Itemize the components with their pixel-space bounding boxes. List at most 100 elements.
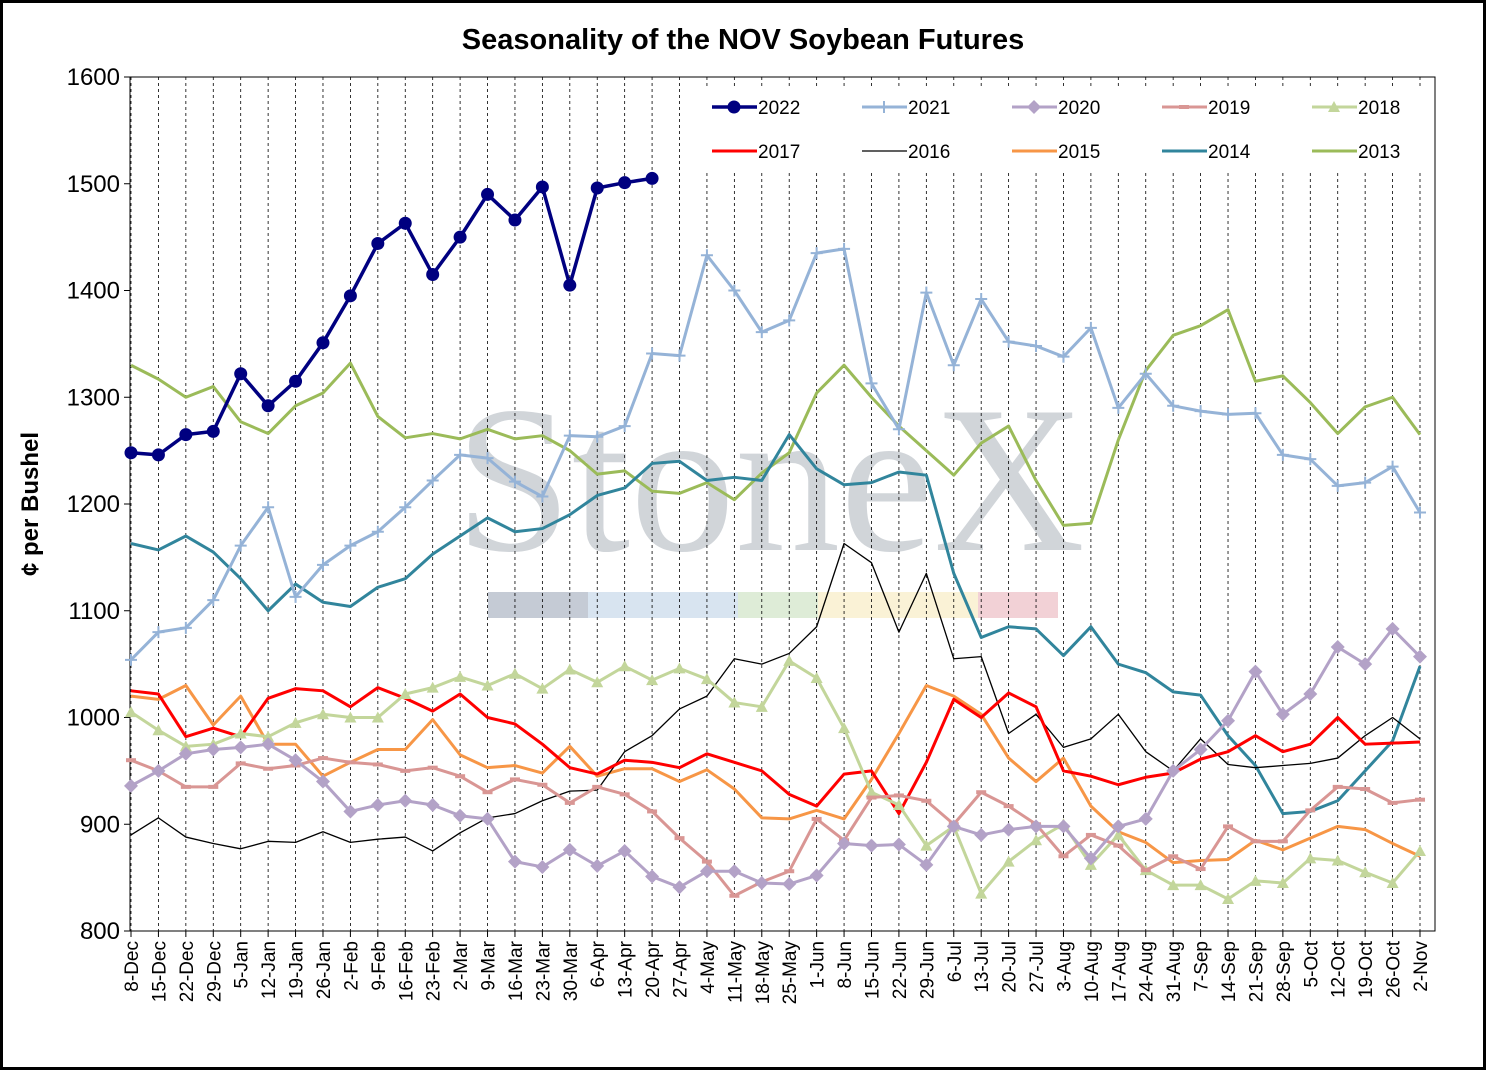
series-line-2022 (130, 176, 653, 457)
legend-label: 2013 (1358, 142, 1400, 163)
data-point (1112, 828, 1125, 840)
data-point (1029, 819, 1044, 834)
data-point (700, 249, 713, 262)
x-tick-label: 22-Jun (890, 941, 911, 999)
data-point (454, 448, 467, 461)
data-point (1359, 866, 1372, 878)
legend-label: 2016 (908, 142, 950, 163)
data-point (315, 774, 330, 789)
legend-item-2019: 2019 (1162, 98, 1250, 119)
data-point (1331, 854, 1344, 866)
data-point (1193, 742, 1208, 757)
x-tick-label: 16-Feb (396, 941, 417, 1001)
data-point (809, 868, 824, 883)
x-tick-label: 6-Jul (945, 941, 966, 982)
y-tick-label: 1100 (68, 598, 120, 625)
x-tick-label: 29-Jun (917, 941, 938, 999)
y-tick-label: 1200 (67, 491, 120, 518)
legend-label: 2014 (1208, 142, 1251, 163)
data-point (178, 746, 193, 761)
data-point (536, 490, 549, 503)
data-point (947, 359, 960, 372)
chart-title: Seasonality of the NOV Soybean Futures (462, 24, 1024, 56)
series-line-2020 (130, 627, 1422, 889)
data-point (673, 662, 686, 674)
data-point (1304, 453, 1317, 466)
data-point (481, 679, 494, 691)
data-point (1248, 664, 1263, 679)
x-tick-label: 25-May (780, 941, 801, 1005)
data-point (1385, 621, 1400, 636)
data-point (838, 242, 851, 255)
data-point (206, 742, 221, 757)
data-point (1194, 879, 1207, 891)
legend-item-2016: 2016 (862, 142, 950, 163)
y-tick-label: 1500 (67, 171, 120, 198)
x-tick-label: 20-Apr (643, 940, 664, 998)
data-point (1249, 874, 1262, 886)
x-tick-label: 26-Jan (314, 941, 335, 999)
data-point (125, 653, 137, 666)
data-point (892, 799, 905, 811)
y-tick-label: 1300 (67, 384, 120, 411)
data-point (891, 837, 906, 852)
data-point (453, 808, 468, 823)
data-point (1139, 367, 1152, 380)
data-point (1414, 844, 1426, 856)
data-point (125, 706, 137, 718)
watermark-logo-text: StoneX (455, 364, 1085, 596)
data-point (1030, 340, 1043, 353)
data-point (591, 430, 604, 443)
x-tick-label: 13-Jul (972, 941, 993, 993)
data-point (783, 654, 796, 666)
data-point (344, 711, 357, 723)
data-point (1027, 100, 1041, 114)
data-point (1222, 892, 1235, 904)
x-tick-label: 17-Aug (1109, 941, 1130, 1002)
x-tick-label: 2-Feb (341, 941, 362, 991)
legend-label: 2020 (1058, 98, 1100, 119)
data-point (728, 696, 741, 708)
data-point (782, 877, 797, 892)
legend-item-2015: 2015 (1012, 142, 1100, 163)
data-point (152, 724, 165, 736)
data-point (124, 446, 138, 460)
data-point (206, 424, 220, 438)
legend-item-2022: 2022 (712, 98, 800, 119)
series-2017 (130, 686, 1421, 816)
data-point (563, 278, 577, 292)
data-point (1330, 640, 1345, 655)
data-point (481, 452, 494, 465)
x-tick-label: 8-Dec (122, 941, 143, 992)
x-tick-label: 23-Feb (424, 941, 445, 1001)
data-point (727, 100, 741, 114)
x-tick-label: 23-Mar (533, 940, 554, 1001)
data-point (1002, 335, 1015, 348)
x-tick-label: 8-Jun (835, 941, 856, 989)
x-tick-label: 9-Mar (479, 940, 500, 990)
legend-item-2018: 2018 (1312, 98, 1400, 119)
series-2018 (125, 654, 1426, 904)
data-point (1276, 448, 1289, 461)
data-point (1331, 479, 1344, 492)
data-point (672, 880, 687, 895)
data-point (590, 858, 605, 873)
x-tick-label: 12-Oct (1329, 940, 1350, 998)
x-tick-label: 26-Oct (1384, 940, 1405, 998)
data-point (591, 676, 604, 688)
data-point (1056, 819, 1071, 834)
data-point (399, 501, 412, 514)
data-point (920, 839, 933, 851)
x-tick-label: 2-Nov (1411, 941, 1432, 992)
watermark-bar (488, 592, 588, 618)
data-point (892, 423, 905, 436)
data-point (920, 286, 933, 299)
data-point (727, 864, 742, 879)
data-point (343, 804, 358, 819)
data-point (234, 367, 248, 381)
data-point (261, 399, 275, 413)
data-point (1083, 851, 1098, 866)
data-point (837, 836, 852, 851)
data-point (425, 798, 440, 813)
y-tick-label: 1000 (67, 705, 120, 732)
